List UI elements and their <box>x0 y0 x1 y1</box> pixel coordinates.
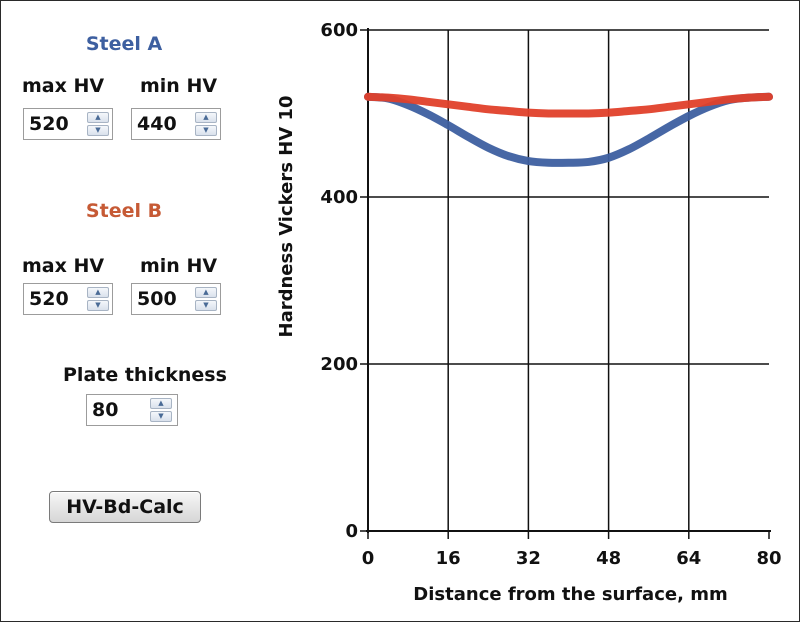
steel-b-min-input[interactable] <box>132 284 192 314</box>
x-axis-label: Distance from the surface, mm <box>413 584 727 605</box>
steel-b-heading: Steel B <box>85 200 163 222</box>
chart-series <box>364 92 773 167</box>
chart-labels: 0 16 32 48 64 80 0 200 400 600 Distance from the s… <box>276 20 782 605</box>
spinner-up-icon[interactable]: ▲ <box>195 287 217 298</box>
spinner-down-icon[interactable]: ▼ <box>150 411 172 422</box>
plate-thickness-spinner[interactable]: ▲ ▼ <box>86 394 178 426</box>
steel-b-min-spinner[interactable]: ▲ ▼ <box>131 283 221 315</box>
spinner-down-icon[interactable]: ▼ <box>195 300 217 311</box>
spinner-down-icon[interactable]: ▼ <box>87 125 109 136</box>
x-tick-label: 64 <box>676 548 701 569</box>
y-tick-label: 400 <box>320 187 358 208</box>
y-axis-label: Hardness Vickers HV 10 <box>276 95 297 337</box>
steel-a-min-spinner[interactable]: ▲ ▼ <box>131 108 221 140</box>
steel-a-min-label: min HV <box>140 75 218 97</box>
steel-b-max-spinner[interactable]: ▲ ▼ <box>23 283 113 315</box>
hardness-chart: 0 16 32 48 64 80 0 200 400 600 Distance from the s… <box>276 20 782 605</box>
series-line-1 <box>364 92 773 167</box>
spinner-up-icon[interactable]: ▲ <box>87 112 109 123</box>
y-tick-label: 0 <box>345 521 358 542</box>
steel-b-max-input[interactable] <box>24 284 84 314</box>
spinner-up-icon[interactable]: ▲ <box>150 398 172 409</box>
steel-a-max-label: max HV <box>22 75 105 97</box>
steel-b-max-label: max HV <box>22 255 105 277</box>
y-tick-label: 600 <box>320 20 358 41</box>
x-tick-label: 0 <box>362 548 375 569</box>
x-tick-label: 48 <box>596 548 621 569</box>
x-tick-label: 80 <box>756 548 781 569</box>
plate-thickness-input[interactable] <box>87 395 147 425</box>
steel-a-heading: Steel A <box>85 33 163 55</box>
x-tick-label: 32 <box>516 548 541 569</box>
chart-axes <box>360 28 771 539</box>
x-tick-label: 16 <box>436 548 461 569</box>
spinner-up-icon[interactable]: ▲ <box>87 287 109 298</box>
steel-a-max-input[interactable] <box>24 109 84 139</box>
steel-b-min-label: min HV <box>140 255 218 277</box>
steel-a-min-input[interactable] <box>132 109 192 139</box>
spinner-down-icon[interactable]: ▼ <box>195 125 217 136</box>
steel-a-max-spinner[interactable]: ▲ ▼ <box>23 108 113 140</box>
spinner-down-icon[interactable]: ▼ <box>87 300 109 311</box>
series-line-2 <box>364 92 773 118</box>
plate-thickness-label: Plate thickness <box>63 364 227 386</box>
y-tick-label: 200 <box>320 354 358 375</box>
hv-bd-calc-button[interactable]: HV-Bd-Calc <box>49 491 201 523</box>
spinner-up-icon[interactable]: ▲ <box>195 112 217 123</box>
